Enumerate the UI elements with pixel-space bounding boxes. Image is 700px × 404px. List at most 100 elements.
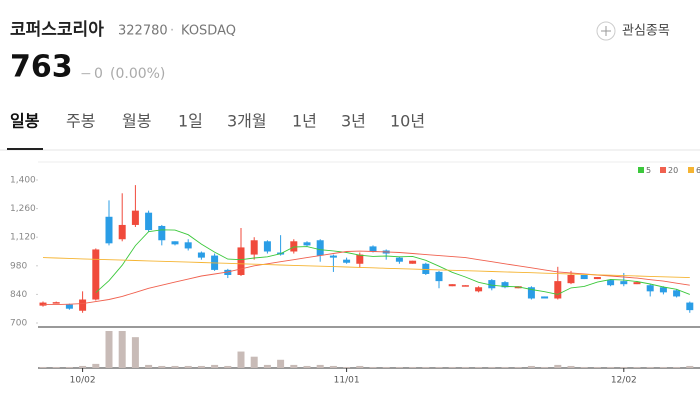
tab[interactable]: 3년 bbox=[341, 112, 366, 131]
legend-label: 5 bbox=[646, 166, 651, 175]
candle-body bbox=[356, 254, 364, 264]
volume-bar bbox=[554, 364, 562, 368]
volume-bar bbox=[620, 366, 628, 368]
candle-body bbox=[303, 242, 311, 246]
tab[interactable]: 일봉 bbox=[10, 112, 40, 131]
volume-bar bbox=[514, 366, 522, 368]
plot: 1,400 1,260 1,120 980 840 700 10/02 11/01 12/02 5… bbox=[10, 166, 700, 386]
candle-body bbox=[343, 259, 351, 263]
legend-label: 20 bbox=[668, 166, 678, 175]
legend-swatch bbox=[688, 167, 694, 173]
volume-bar bbox=[527, 365, 535, 368]
x-tick-label: 12/02 bbox=[611, 376, 637, 386]
candle-body bbox=[118, 224, 126, 240]
volume-bar bbox=[488, 366, 496, 368]
volume-bar bbox=[501, 366, 509, 368]
candle-body bbox=[686, 302, 694, 311]
candle-body bbox=[475, 287, 483, 292]
volume-bar bbox=[369, 366, 377, 368]
volume-bar bbox=[171, 365, 179, 368]
volume-bar bbox=[448, 366, 456, 368]
y-tick-label: 1,400 bbox=[10, 176, 36, 186]
volume-bar bbox=[52, 366, 60, 368]
volume-bar bbox=[686, 365, 694, 368]
change-sign: − bbox=[80, 66, 92, 82]
legend-swatch bbox=[638, 167, 644, 173]
volume-bar bbox=[79, 365, 87, 368]
candle-body bbox=[263, 241, 271, 252]
candle-body bbox=[501, 282, 509, 288]
tab[interactable]: 3개월 bbox=[227, 112, 267, 131]
tab[interactable]: 1일 bbox=[178, 112, 203, 131]
candle-body bbox=[567, 274, 575, 284]
volume-bar bbox=[329, 365, 337, 368]
separator: · bbox=[170, 24, 174, 39]
volume-bar bbox=[263, 364, 271, 368]
tab[interactable]: 10년 bbox=[390, 112, 425, 131]
volume-bar bbox=[646, 366, 654, 368]
candle-body bbox=[620, 281, 628, 285]
candle-body bbox=[633, 282, 641, 285]
volume-bar bbox=[131, 337, 139, 368]
volume-bar bbox=[105, 331, 113, 368]
volume-bar bbox=[541, 366, 549, 368]
candle-body bbox=[316, 240, 324, 256]
volume-bar bbox=[409, 366, 417, 368]
candle-body bbox=[52, 302, 60, 304]
watchlist-button[interactable]: 관심종목 bbox=[596, 21, 670, 41]
candle-body bbox=[659, 287, 667, 293]
candle-body bbox=[554, 281, 562, 299]
volume-bar bbox=[435, 366, 443, 368]
volume-bar bbox=[197, 365, 205, 368]
candle-body bbox=[329, 255, 337, 258]
candle-body bbox=[131, 210, 139, 225]
stock-name: 코퍼스코리아 bbox=[10, 20, 104, 40]
candle-body bbox=[646, 285, 654, 292]
volume-bar bbox=[277, 359, 285, 368]
plus-icon bbox=[596, 21, 616, 41]
y-tick-label: 840 bbox=[10, 290, 27, 300]
candle-body bbox=[171, 241, 179, 245]
volume-bar bbox=[422, 366, 430, 368]
volume-bar bbox=[145, 364, 153, 368]
candle-body bbox=[184, 242, 192, 249]
candle-body bbox=[541, 296, 549, 299]
volume-bar bbox=[303, 365, 311, 368]
volume-bar bbox=[382, 366, 390, 368]
candle-body bbox=[527, 287, 535, 299]
candle-body bbox=[369, 246, 377, 252]
volume-bar bbox=[118, 331, 126, 368]
volume-bar bbox=[395, 366, 403, 368]
tab[interactable]: 1년 bbox=[292, 112, 317, 131]
y-tick-label: 980 bbox=[10, 261, 27, 271]
volume-bar bbox=[158, 365, 166, 368]
x-tick-label: 11/01 bbox=[334, 376, 360, 386]
ma-line bbox=[42, 257, 690, 279]
candle-body bbox=[607, 280, 615, 286]
candle-body bbox=[435, 271, 443, 282]
candle-body bbox=[409, 260, 417, 264]
tab[interactable]: 월봉 bbox=[122, 112, 151, 131]
tab[interactable]: 주봉 bbox=[66, 112, 95, 131]
volume-bar bbox=[659, 366, 667, 368]
candle-body bbox=[224, 269, 232, 275]
volume-bar bbox=[211, 364, 219, 368]
legend-label: 60 bbox=[696, 166, 700, 175]
volume-bar bbox=[39, 366, 47, 368]
volume-bar bbox=[580, 366, 588, 368]
volume-bar bbox=[356, 365, 364, 368]
volume-bar bbox=[224, 365, 232, 368]
candle-body bbox=[580, 274, 588, 280]
candle-body bbox=[197, 252, 205, 258]
candle-body bbox=[39, 302, 47, 306]
volume-bar bbox=[633, 366, 641, 368]
watchlist-label: 관심종목 bbox=[622, 24, 670, 39]
volume-bar bbox=[184, 365, 192, 368]
candle-body bbox=[105, 216, 113, 244]
change: 0 bbox=[94, 66, 103, 82]
stock-code: 322780 bbox=[118, 24, 168, 39]
ma-line bbox=[95, 229, 690, 295]
x-tick-label: 10/02 bbox=[70, 376, 96, 386]
plus-icon bbox=[601, 26, 611, 36]
